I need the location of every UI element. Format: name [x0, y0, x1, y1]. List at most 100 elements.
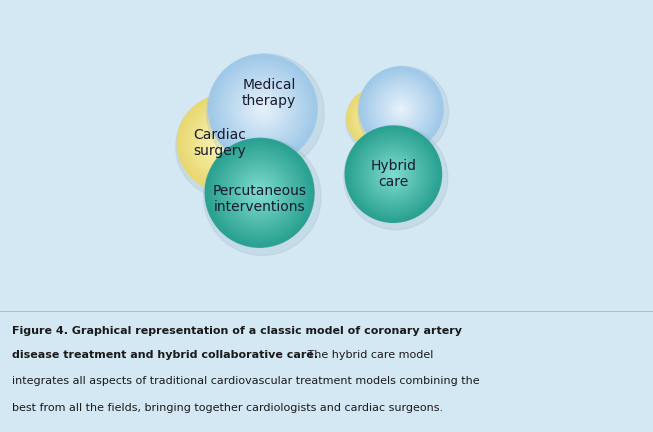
Circle shape	[208, 125, 243, 161]
Circle shape	[248, 181, 272, 205]
Circle shape	[374, 155, 413, 194]
Circle shape	[225, 159, 294, 227]
Circle shape	[368, 110, 384, 126]
Circle shape	[229, 75, 296, 143]
Circle shape	[347, 128, 439, 220]
Circle shape	[374, 154, 413, 194]
Circle shape	[351, 132, 435, 216]
Circle shape	[353, 95, 400, 142]
Circle shape	[187, 105, 264, 181]
Circle shape	[370, 77, 433, 140]
Circle shape	[253, 100, 272, 118]
Circle shape	[215, 133, 235, 153]
Circle shape	[382, 163, 405, 185]
Circle shape	[362, 103, 391, 133]
Circle shape	[384, 165, 403, 184]
Circle shape	[376, 84, 426, 134]
Circle shape	[381, 161, 406, 187]
Circle shape	[343, 125, 448, 230]
Circle shape	[353, 133, 434, 215]
Circle shape	[211, 144, 309, 242]
Circle shape	[250, 96, 276, 121]
Circle shape	[370, 112, 382, 124]
Circle shape	[212, 130, 239, 157]
Circle shape	[227, 73, 298, 144]
Circle shape	[374, 115, 379, 121]
Circle shape	[358, 100, 394, 137]
Circle shape	[211, 57, 315, 161]
Circle shape	[243, 89, 283, 129]
Circle shape	[214, 132, 236, 154]
Circle shape	[245, 178, 274, 207]
Circle shape	[366, 73, 437, 145]
Circle shape	[261, 107, 264, 111]
Circle shape	[210, 143, 310, 243]
Circle shape	[194, 112, 257, 175]
Circle shape	[372, 113, 381, 123]
Circle shape	[377, 84, 426, 133]
Circle shape	[234, 80, 292, 138]
Circle shape	[197, 115, 253, 171]
Circle shape	[381, 89, 421, 129]
Circle shape	[362, 70, 440, 148]
Circle shape	[204, 122, 246, 164]
Circle shape	[218, 136, 232, 150]
Circle shape	[200, 118, 251, 169]
Circle shape	[360, 140, 427, 208]
Circle shape	[364, 106, 388, 130]
Circle shape	[349, 91, 404, 145]
Circle shape	[202, 120, 249, 166]
Circle shape	[179, 96, 272, 190]
Circle shape	[242, 88, 283, 130]
Circle shape	[214, 60, 311, 158]
Circle shape	[217, 150, 302, 235]
Circle shape	[365, 73, 438, 145]
Circle shape	[257, 103, 268, 114]
Circle shape	[375, 156, 411, 192]
Circle shape	[253, 99, 273, 119]
Circle shape	[221, 155, 298, 231]
Text: Hybrid
care: Hybrid care	[370, 159, 417, 189]
Circle shape	[178, 95, 273, 191]
Circle shape	[215, 62, 310, 156]
Circle shape	[238, 84, 287, 133]
Text: The hybrid care model: The hybrid care model	[304, 350, 433, 360]
Circle shape	[355, 96, 398, 140]
Circle shape	[370, 78, 432, 140]
Circle shape	[231, 77, 295, 141]
Circle shape	[214, 146, 306, 239]
Circle shape	[380, 88, 422, 130]
Circle shape	[187, 105, 263, 181]
Circle shape	[354, 96, 398, 140]
Circle shape	[375, 156, 412, 193]
Circle shape	[209, 55, 316, 162]
Circle shape	[239, 85, 286, 133]
Circle shape	[251, 97, 274, 121]
Text: Figure 4. Graphical representation of a classic model of coronary artery: Figure 4. Graphical representation of a …	[12, 326, 462, 336]
Circle shape	[248, 94, 278, 124]
Circle shape	[373, 81, 429, 137]
Circle shape	[229, 162, 291, 224]
Circle shape	[400, 108, 402, 110]
Circle shape	[385, 92, 418, 126]
Circle shape	[386, 93, 417, 124]
Circle shape	[348, 90, 404, 146]
Circle shape	[251, 185, 268, 201]
Circle shape	[233, 167, 286, 219]
Circle shape	[388, 168, 399, 180]
Circle shape	[366, 108, 386, 128]
Text: Medical
therapy: Medical therapy	[242, 78, 296, 108]
Circle shape	[252, 186, 267, 200]
Circle shape	[212, 58, 313, 160]
Circle shape	[246, 179, 273, 206]
Circle shape	[234, 81, 291, 137]
Circle shape	[183, 101, 267, 185]
Circle shape	[224, 70, 302, 148]
Circle shape	[245, 91, 281, 127]
Circle shape	[230, 163, 289, 223]
Circle shape	[378, 86, 424, 132]
Circle shape	[257, 102, 269, 115]
Circle shape	[201, 119, 249, 167]
Circle shape	[230, 76, 295, 142]
Circle shape	[372, 114, 380, 122]
